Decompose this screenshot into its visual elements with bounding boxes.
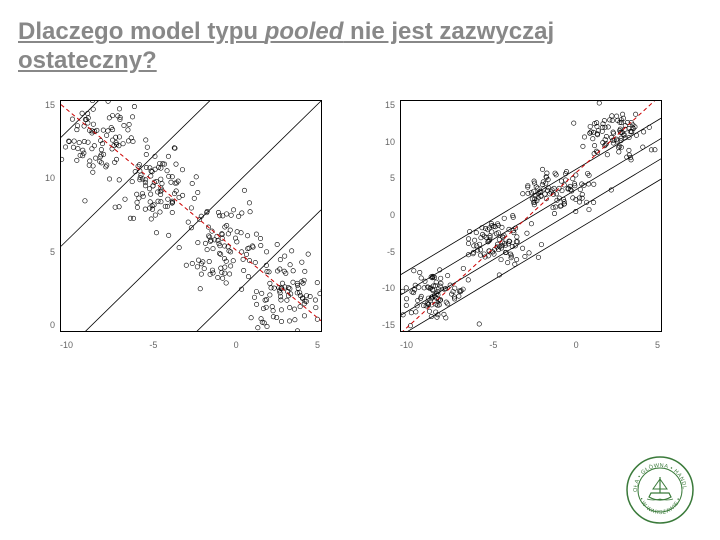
chart-left-xticks: -10-505: [60, 340, 320, 350]
svg-text:SZKOŁA • GŁÓWNA • HANDLOWA: SZKOŁA • GŁÓWNA • HANDLOWA: [625, 455, 687, 492]
title-line1-pre: Dlaczego model typu: [18, 18, 265, 45]
chart-right-svg: [401, 101, 661, 331]
chart-left: 151050 -10-505: [30, 90, 330, 370]
institution-logo: SZKOŁA • GŁÓWNA • HANDLOWA • W WARSZAWIE…: [625, 455, 695, 525]
chart-right-plot: [400, 100, 662, 332]
chart-left-yticks: 151050: [30, 100, 55, 330]
charts-row: 151050 -10-505 151050-5-10-15 -10-505: [30, 90, 670, 370]
chart-left-svg: [61, 101, 321, 331]
chart-right: 151050-5-10-15 -10-505: [370, 90, 670, 370]
title-line1-post: nie jest zazwyczaj: [343, 18, 554, 45]
chart-left-plot: [60, 100, 322, 332]
logo-svg: SZKOŁA • GŁÓWNA • HANDLOWA • W WARSZAWIE…: [625, 455, 695, 525]
title-line1-italic: pooled: [265, 18, 344, 45]
chart-right-yticks: 151050-5-10-15: [370, 100, 395, 330]
page-title: Dlaczego model typu pooled nie jest zazw…: [18, 18, 554, 76]
title-line2: ostateczny?: [18, 47, 157, 74]
chart-right-xticks: -10-505: [400, 340, 660, 350]
